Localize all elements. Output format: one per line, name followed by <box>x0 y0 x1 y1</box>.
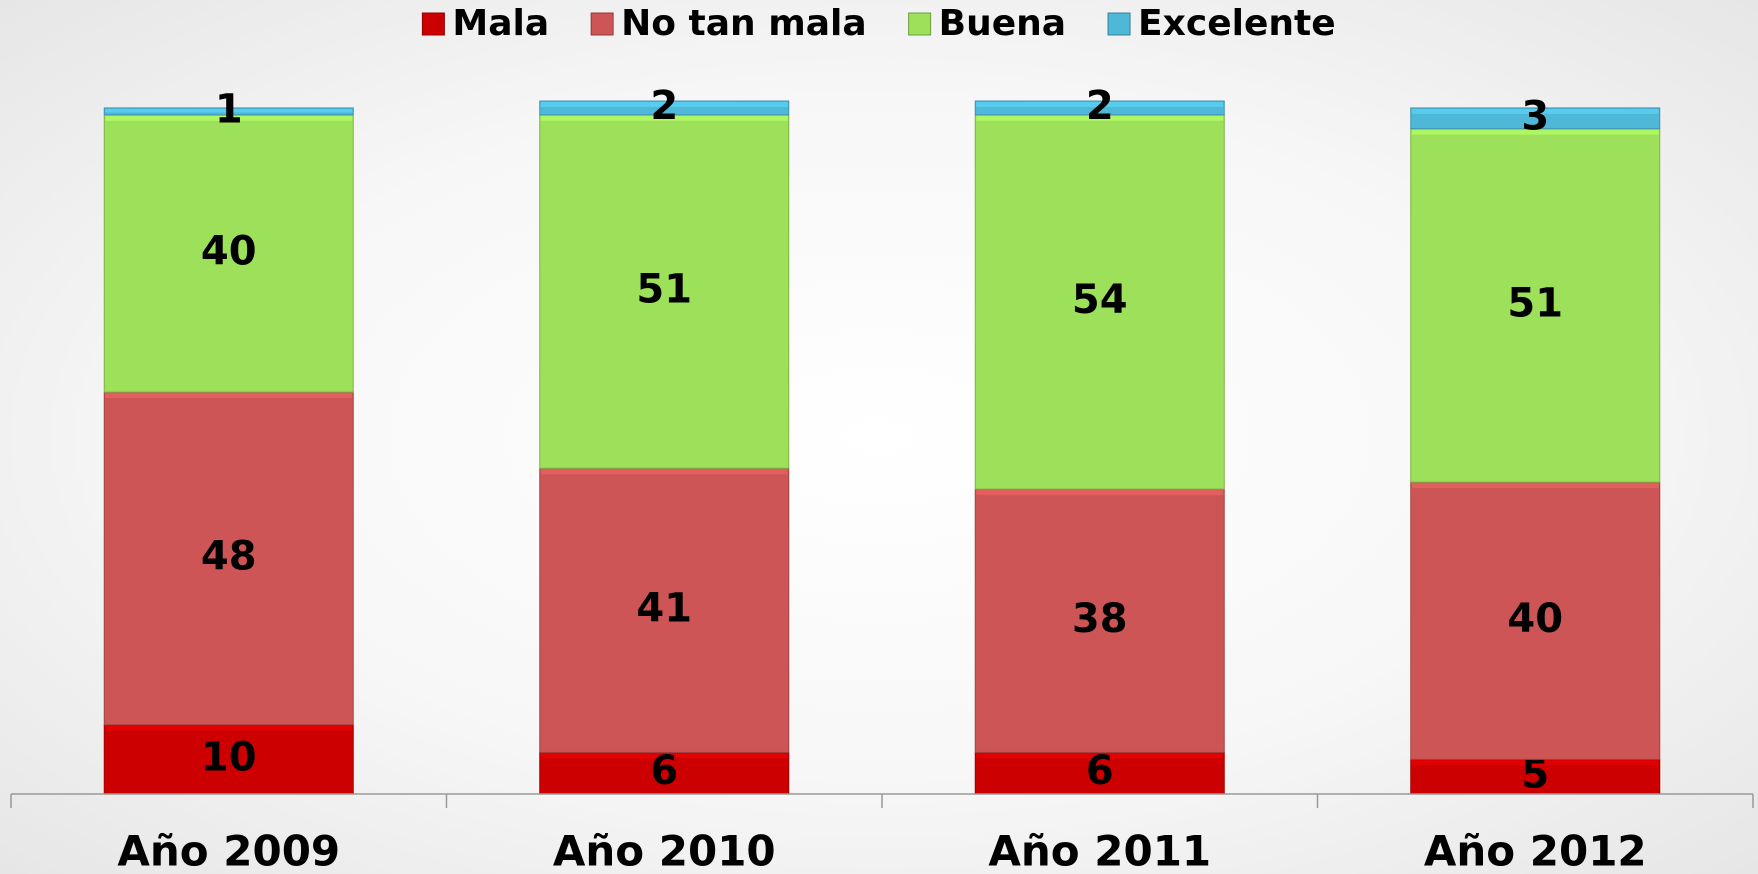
legend-swatch <box>1107 12 1131 36</box>
data-label: 41 <box>636 585 692 631</box>
data-label: 2 <box>650 83 678 129</box>
data-label: 40 <box>1507 596 1563 642</box>
data-label: 51 <box>1507 280 1563 326</box>
data-label: 10 <box>201 734 257 780</box>
bar-highlight <box>1411 483 1659 489</box>
data-label: 3 <box>1521 93 1549 139</box>
legend-label: Buena <box>939 3 1066 44</box>
bar-segment <box>974 114 1225 490</box>
bar-highlight <box>1411 108 1659 114</box>
legend-swatch <box>908 12 932 36</box>
legend-label: Mala <box>452 3 549 44</box>
bar-highlight <box>976 102 1224 107</box>
data-label: 6 <box>650 748 678 794</box>
bar-segment <box>1410 128 1661 483</box>
legend-swatch <box>421 12 445 36</box>
bar-highlight <box>976 490 1224 496</box>
bar-highlight <box>540 469 788 475</box>
bar-highlight <box>105 108 353 113</box>
x-tick-label: Año 2011 <box>988 827 1211 874</box>
legend-swatch <box>590 12 614 36</box>
x-tick-label: Año 2009 <box>117 827 340 874</box>
bar-segment <box>103 724 354 795</box>
bar-highlight <box>1411 760 1659 766</box>
bar-highlight <box>540 115 788 121</box>
bar-highlight <box>976 115 1224 121</box>
x-tick-label: Año 2012 <box>1424 827 1647 874</box>
bar-highlight <box>540 753 788 759</box>
data-label: 51 <box>636 267 692 313</box>
legend: Mala No tan mala Buena Excelente <box>421 3 1336 44</box>
bar-highlight <box>540 102 788 107</box>
bar-segment <box>103 391 354 726</box>
data-label: 48 <box>201 533 257 579</box>
data-label: 1 <box>215 86 243 132</box>
legend-label: No tan mala <box>621 3 867 44</box>
bar-segment <box>539 751 790 795</box>
data-label: 54 <box>1072 277 1128 323</box>
data-label: 2 <box>1086 83 1114 129</box>
data-label: 38 <box>1072 596 1128 642</box>
bar-highlight <box>976 753 1224 759</box>
bar-highlight <box>1411 129 1659 135</box>
bar-highlight <box>105 393 353 399</box>
bar-highlight <box>105 115 353 121</box>
bar-segment <box>539 467 790 753</box>
data-label: 40 <box>201 228 257 274</box>
bar-segment <box>1410 481 1661 760</box>
bar-segment <box>974 488 1225 753</box>
bar-highlight <box>105 725 353 731</box>
legend-label: Excelente <box>1138 3 1336 44</box>
bar-segment <box>539 114 790 469</box>
data-label: 6 <box>1086 748 1114 794</box>
x-tick-label: Año 2010 <box>553 827 776 874</box>
